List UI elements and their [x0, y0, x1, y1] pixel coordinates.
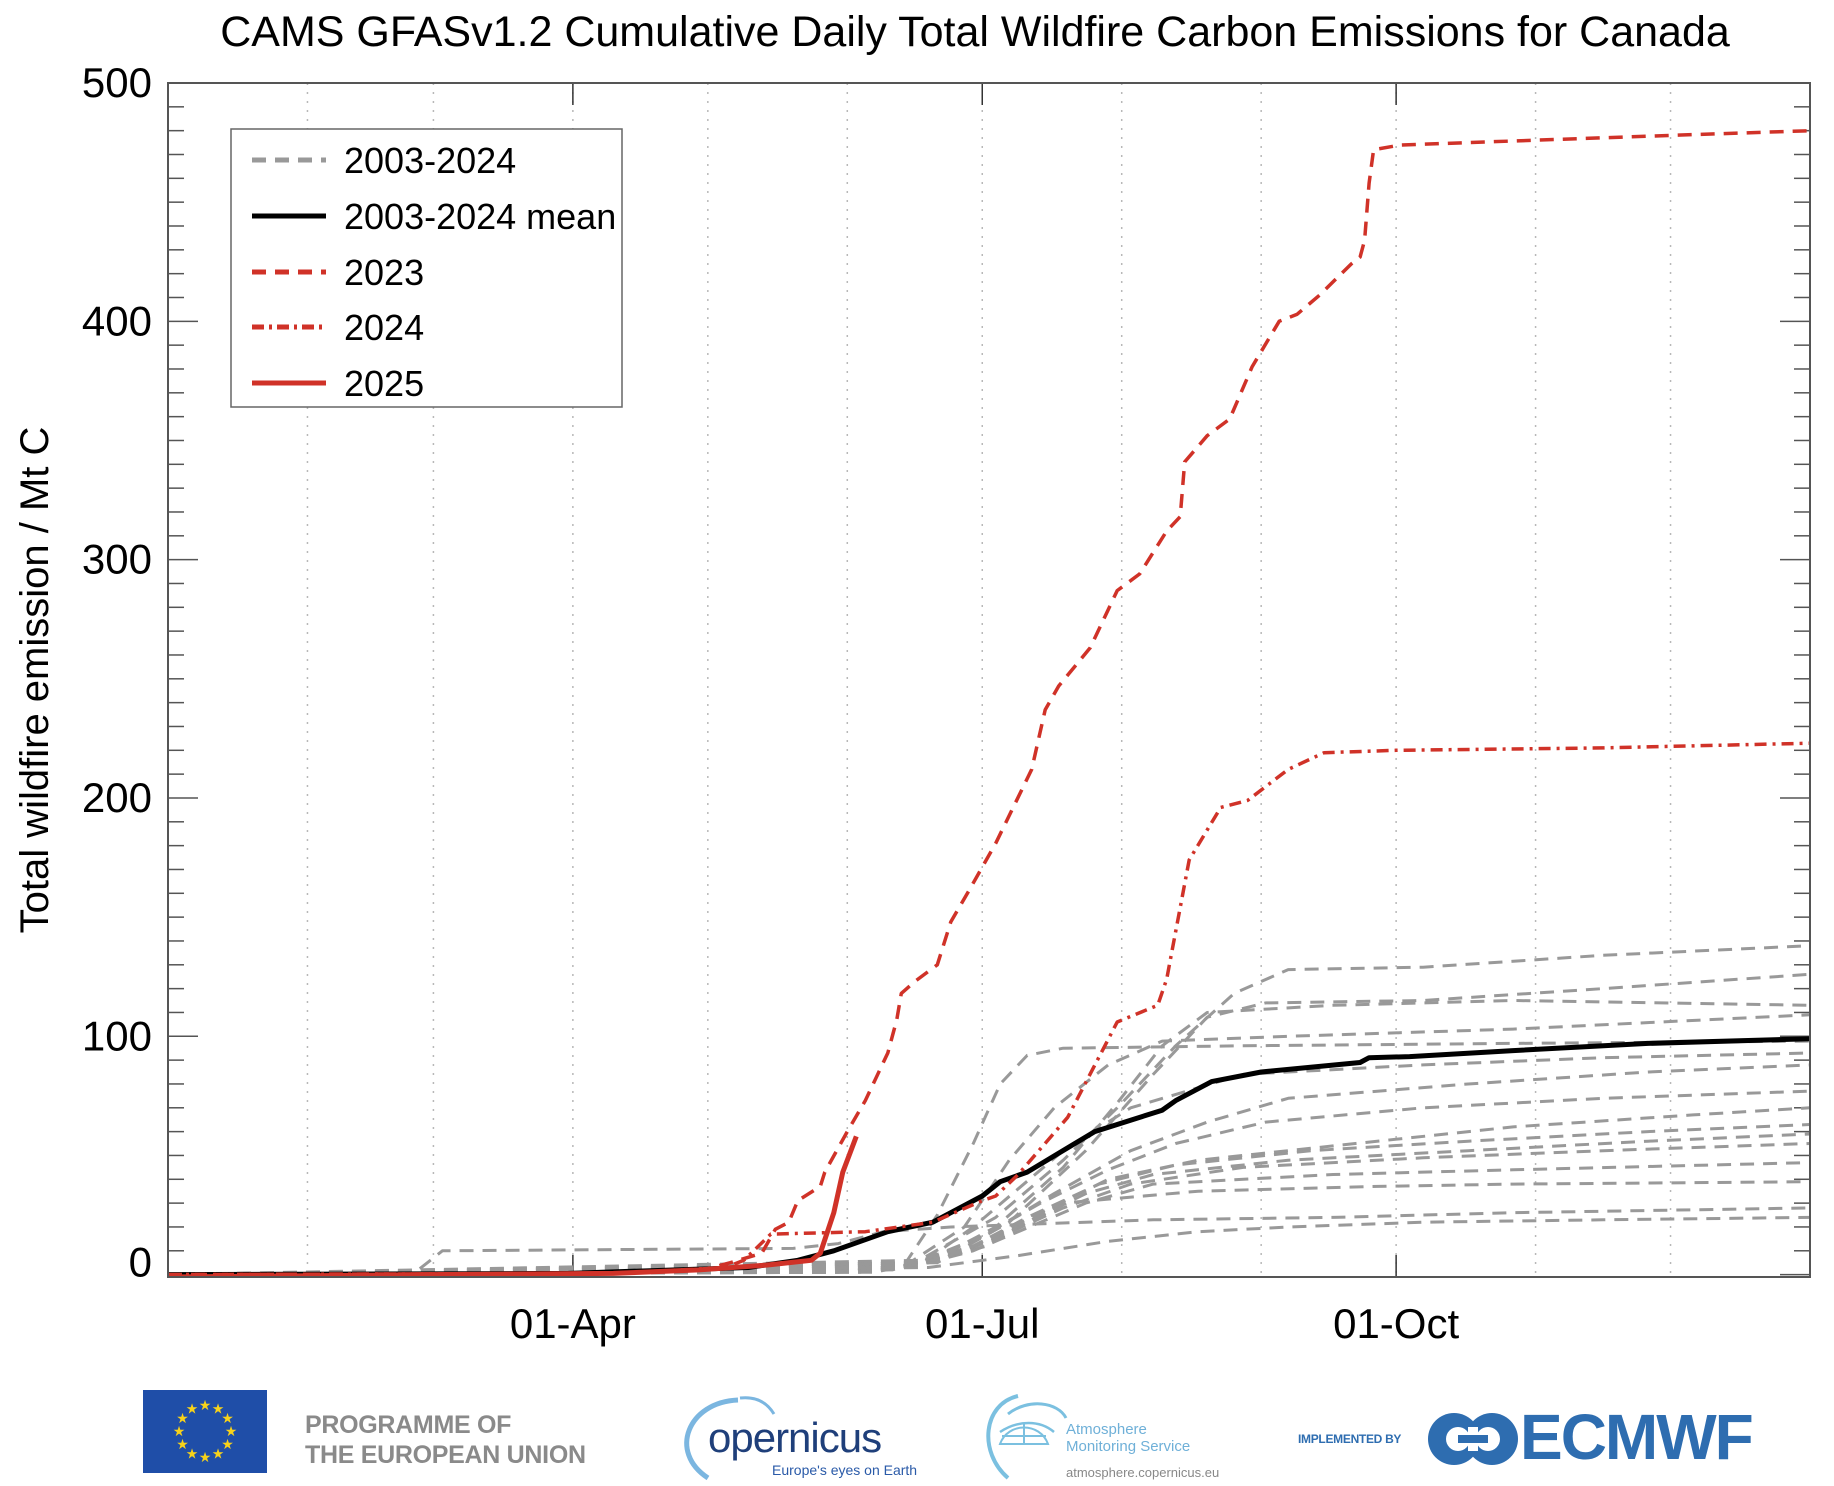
y-tick-label: 200 [82, 774, 152, 821]
eu-star-icon: ★ [212, 1447, 225, 1463]
eu-star-icon: ★ [186, 1401, 199, 1417]
y-tick-labels: 0 100 200 300 400 500 [82, 59, 152, 1286]
cams-line-1: Atmosphere [1066, 1421, 1147, 1438]
series-line-2003-2024 [168, 1142, 1810, 1277]
legend-item: 2025 [252, 363, 424, 404]
cams-line-2: Monitoring Service [1066, 1438, 1191, 1455]
y-tick-label: 500 [82, 59, 152, 106]
series-line-2003-2024 [168, 944, 1810, 1277]
series-line-2003-2024 [168, 1013, 1810, 1277]
legend-item: 2024 [252, 307, 424, 348]
eu-flag-logo: ★ ★ ★ ★ ★ ★ ★ ★ ★ ★ ★ ★ [143, 1390, 267, 1473]
eu-star-icon: ★ [199, 1450, 212, 1466]
series-line-2003-2024 [168, 1063, 1810, 1277]
legend-item: 2003-2024 mean [252, 196, 616, 237]
series-line-2003-2024 [168, 1039, 1810, 1277]
legend-label: 2003-2024 mean [344, 196, 616, 237]
implemented-by-text: IMPLEMENTED BY [1298, 1432, 1402, 1446]
ecmwf-symbol-icon [1428, 1413, 1518, 1465]
eu-star-icon: ★ [212, 1401, 225, 1417]
series-line-2003-2024 [168, 1206, 1810, 1277]
series-line-2003-2024 [168, 1089, 1810, 1277]
eu-star-icon: ★ [176, 1411, 189, 1427]
y-tick-label: 400 [82, 297, 152, 344]
eu-line-1: PROGRAMME OF [305, 1411, 512, 1439]
x-tick-label: 01-Oct [1333, 1300, 1459, 1347]
eu-line-2: THE EUROPEAN UNION [305, 1441, 586, 1469]
eu-star-icon: ★ [221, 1437, 234, 1453]
legend-label: 2023 [344, 252, 424, 293]
series-line-2003-2024-mean [168, 1036, 1810, 1277]
x-tick-labels: 01-Apr 01-Jul 01-Oct [510, 1300, 1460, 1347]
series-line-2003-2024 [168, 1132, 1810, 1277]
eu-star-icon: ★ [199, 1398, 212, 1414]
legend-box [230, 128, 623, 408]
series-line-2003-2024 [168, 1180, 1810, 1277]
y-axis-label: Total wildfire emission / Mt C [13, 427, 57, 934]
chart-title: CAMS GFASv1.2 Cumulative Daily Total Wil… [220, 8, 1730, 56]
legend-item: 2023 [252, 252, 424, 293]
series-line-2003-2024 [168, 1051, 1810, 1277]
series-line-2003-2024 [168, 1161, 1810, 1277]
legend-label: 2025 [344, 363, 424, 404]
series-line-2025 [168, 1135, 859, 1277]
series-line-2003-2024 [168, 1215, 1810, 1277]
x-tick-label: 01-Apr [510, 1300, 636, 1347]
eu-stars-icon: ★ ★★★★★★★★★★★ [173, 1398, 238, 1466]
eu-programme-text: PROGRAMME OF THE EUROPEAN UNION [305, 1410, 586, 1470]
y-tick-label: 100 [82, 1012, 152, 1059]
series-line-2003-2024 [168, 999, 1810, 1277]
series-line-2003-2024 [168, 972, 1810, 1277]
plot-frame [167, 82, 1811, 1278]
legend-item: 2003-2024 [252, 140, 516, 181]
eu-star-icon: ★ [221, 1411, 234, 1427]
cams-globe-icon [986, 1394, 1068, 1480]
copernicus-arc-icon [684, 1396, 776, 1481]
y-tick-label: 0 [129, 1239, 152, 1286]
eu-star-icon: ★ [186, 1447, 199, 1463]
eu-star-icon: ★ [173, 1424, 186, 1440]
legend-label: 2024 [344, 307, 424, 348]
x-tick-label: 01-Jul [925, 1300, 1039, 1347]
copernicus-tagline: Europe's eyes on Earth [772, 1462, 918, 1478]
legend: 2003-2024 2003-2024 mean 2023 2024 2025 [230, 128, 623, 408]
y-tick-label: 300 [82, 536, 152, 583]
copernicus-wordmark: opernicus [708, 1414, 882, 1461]
eu-star-icon: ★ [225, 1424, 238, 1440]
axis-ticks [168, 82, 1810, 1277]
ecmwf-wordmark: ECMWF [1520, 1401, 1754, 1473]
cams-name: Atmosphere Monitoring Service [1066, 1421, 1190, 1455]
series-lines [168, 128, 1810, 1277]
cams-url: atmosphere.copernicus.eu [1066, 1465, 1220, 1480]
chart: CAMS GFASv1.2 Cumulative Daily Total Wil… [13, 8, 1811, 1347]
eu-star-icon: ★ [176, 1437, 189, 1453]
legend-label: 2003-2024 [344, 140, 516, 181]
series-line-2024 [168, 741, 1810, 1277]
